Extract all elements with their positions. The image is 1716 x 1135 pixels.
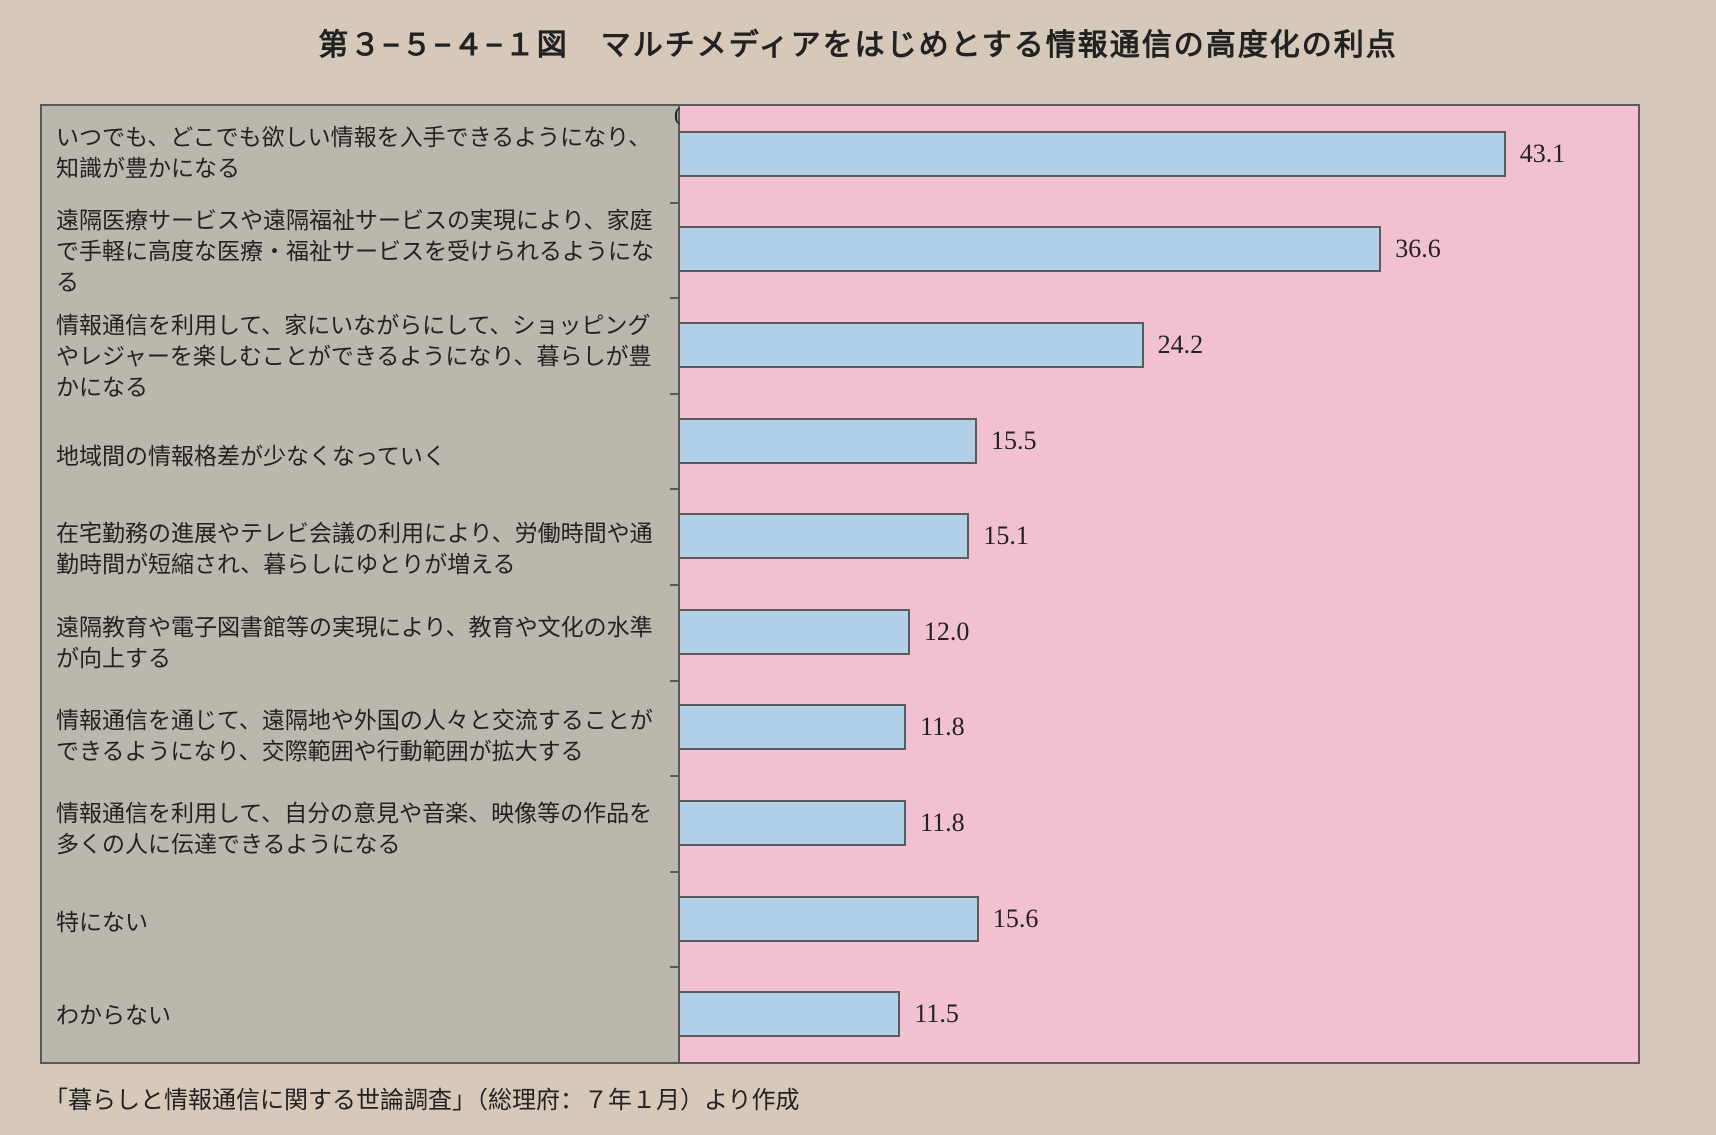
bar (680, 322, 1144, 368)
bar-value: 12.0 (924, 617, 970, 647)
row-tick (670, 584, 680, 586)
row-tick (670, 966, 680, 968)
bar (680, 418, 977, 464)
bar (680, 991, 900, 1037)
bar-value: 11.5 (914, 999, 959, 1029)
row-tick (670, 202, 680, 204)
bar-cell: 12.0 (680, 584, 1638, 680)
bar-row: 43.1 (680, 106, 1638, 202)
bar-cell: 15.5 (680, 393, 1638, 489)
bar-cell: 11.5 (680, 966, 1638, 1062)
label-row: 遠隔教育や電子図書館等の実現により、教育や文化の水準が向上する (42, 596, 678, 689)
label-row: いつでも、どこでも欲しい情報を入手できるようになり、知識が豊かになる (42, 106, 678, 199)
label-row: 在宅勤務の進展やテレビ会議の利用により、労働時間や通勤時間が短縮され、暮らしにゆ… (42, 503, 678, 596)
bar-value: 11.8 (920, 808, 965, 838)
bar-cell: 43.1 (680, 106, 1638, 202)
bar-value: 15.1 (983, 521, 1029, 551)
row-tick (670, 393, 680, 395)
bar (680, 609, 910, 655)
category-label: 地域間の情報格差が少なくなっていく (42, 410, 458, 503)
bar-row: 15.1 (680, 488, 1638, 584)
category-label: 在宅勤務の進展やテレビ会議の利用により、労働時間や通勤時間が短縮され、暮らしにゆ… (42, 503, 678, 596)
bar (680, 800, 906, 846)
bar-row: 24.2 (680, 297, 1638, 393)
bar-cell: 15.6 (680, 871, 1638, 967)
bar (680, 896, 979, 942)
label-row: 地域間の情報格差が少なくなっていく (42, 410, 678, 503)
row-tick (670, 488, 680, 490)
bars-column: 43.1 36.6 24.2 15.5 15.1 12.0 11.8 11.8 15.6 11.5 (680, 106, 1638, 1062)
row-tick (670, 297, 680, 299)
chart-title: 第３−５−４−１図 マルチメディアをはじめとする情報通信の高度化の利点 (40, 20, 1676, 64)
bar-cell: 36.6 (680, 202, 1638, 298)
bar-value: 24.2 (1158, 330, 1204, 360)
row-tick (670, 680, 680, 682)
bar (680, 226, 1381, 272)
label-row: 情報通信を利用して、家にいながらにして、ショッピングやレジャーを楽しむことができ… (42, 304, 678, 409)
bar-cell: 11.8 (680, 680, 1638, 776)
bar (680, 513, 969, 559)
row-tick (670, 871, 680, 873)
category-label: 情報通信を利用して、家にいながらにして、ショッピングやレジャーを楽しむことができ… (42, 304, 678, 409)
bar-row: 11.8 (680, 680, 1638, 776)
bar (680, 704, 906, 750)
page: 第３−５−４−１図 マルチメディアをはじめとする情報通信の高度化の利点 0 （複… (0, 0, 1716, 1135)
category-label: 情報通信を利用して、自分の意見や音楽、映像等の作品を多くの人に伝達できるようにな… (42, 782, 678, 875)
bar-row: 15.6 (680, 871, 1638, 967)
chart-box: いつでも、どこでも欲しい情報を入手できるようになり、知識が豊かになる遠隔医療サー… (40, 104, 1640, 1064)
category-label: 情報通信を通じて、遠隔地や外国の人々と交流することができるようになり、交際範囲や… (42, 689, 678, 782)
label-row: 特にない (42, 876, 678, 969)
bar-value: 36.6 (1395, 234, 1441, 264)
bar-row: 12.0 (680, 584, 1638, 680)
bar (680, 131, 1506, 177)
bar-row: 15.5 (680, 393, 1638, 489)
bar-row: 36.6 (680, 202, 1638, 298)
category-label: 遠隔教育や電子図書館等の実現により、教育や文化の水準が向上する (42, 596, 678, 689)
labels-column: いつでも、どこでも欲しい情報を入手できるようになり、知識が豊かになる遠隔医療サー… (42, 106, 680, 1062)
label-row: 情報通信を通じて、遠隔地や外国の人々と交流することができるようになり、交際範囲や… (42, 689, 678, 782)
source-text: 「暮らしと情報通信に関する世論調査」（総理府：７年１月）より作成 (44, 1080, 1676, 1115)
axis-row: 0 （複数回答） 50％ (40, 70, 1676, 104)
label-row: わからない (42, 969, 678, 1062)
bar-row: 11.8 (680, 775, 1638, 871)
bar-row: 11.5 (680, 966, 1638, 1062)
bar-value: 15.6 (993, 904, 1039, 934)
category-label: いつでも、どこでも欲しい情報を入手できるようになり、知識が豊かになる (42, 106, 678, 199)
bar-value: 43.1 (1520, 139, 1566, 169)
category-label: 遠隔医療サービスや遠隔福祉サービスの実現により、家庭で手軽に高度な医療・福祉サー… (42, 199, 678, 304)
category-label: 特にない (42, 876, 160, 969)
label-row: 遠隔医療サービスや遠隔福祉サービスの実現により、家庭で手軽に高度な医療・福祉サー… (42, 199, 678, 304)
label-row: 情報通信を利用して、自分の意見や音楽、映像等の作品を多くの人に伝達できるようにな… (42, 782, 678, 875)
category-label: わからない (42, 969, 183, 1062)
bar-value: 15.5 (991, 426, 1037, 456)
bar-cell: 11.8 (680, 775, 1638, 871)
bar-cell: 15.1 (680, 488, 1638, 584)
bar-value: 11.8 (920, 712, 965, 742)
row-tick (670, 775, 680, 777)
bar-cell: 24.2 (680, 297, 1638, 393)
